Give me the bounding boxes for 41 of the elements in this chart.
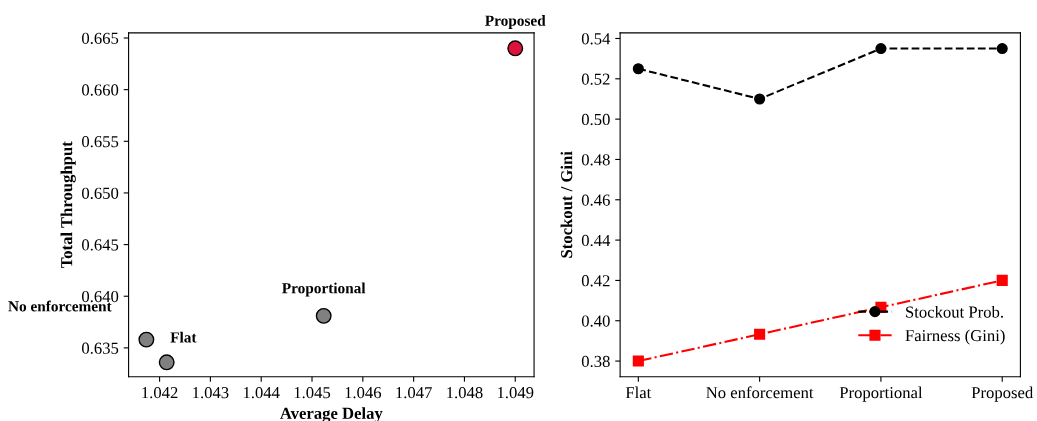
y-tick-label: 0.635 [82,342,119,354]
x-tick-label: 1.043 [193,387,229,399]
y-tick-label: 0.660 [82,84,119,96]
x-tick-label: Proposed [971,386,1034,402]
annotation: Proposed [485,15,546,29]
y-tick-label: 0.44 [581,234,611,247]
x-tick-label: 1.045 [294,387,331,399]
x-tick-label: Proportional [839,386,923,402]
y-tick-label: 0.655 [82,135,119,148]
x-tick-label: No enforcement [706,386,814,399]
x-tick-label: 1.049 [497,387,534,399]
y-tick-label: 0.38 [581,355,610,368]
annotation: Flat [170,331,197,343]
y-tick-label: 0.650 [82,187,119,199]
y-tick-label: 0.42 [581,275,610,287]
x-tick-label: Flat [625,386,652,399]
point [996,274,1008,286]
point [996,43,1008,55]
point [875,43,887,55]
y-tick-label: 0.40 [581,315,610,327]
y-tick-label: 0.50 [581,113,610,126]
point [754,93,766,105]
x-tick-label: 1.044 [243,387,280,399]
y-tick-label: 0.665 [82,32,119,45]
y-tick-label: 0.54 [581,33,611,45]
y-tick-label: 0.52 [581,73,610,85]
x-tick-label: 1.047 [396,387,432,399]
x-tick-label: 1.042 [142,387,178,399]
point [632,63,644,75]
point [632,355,644,367]
x-tick-label: 1.046 [345,387,382,399]
legend-label: Stockout Prob. [906,305,1003,318]
y-axis-title: Stockout / Gini [560,151,573,258]
legend-label: Fairness (Gini) [905,329,1005,345]
annotation: Proportional [282,282,366,297]
y-axis-title: Total Throughput [60,141,76,269]
y-tick-label: 0.645 [82,239,119,251]
x-tick-label: 1.048 [447,387,483,399]
point [754,328,766,340]
y-tick-label: 0.48 [581,154,610,166]
y-tick-label: 0.46 [581,194,610,206]
